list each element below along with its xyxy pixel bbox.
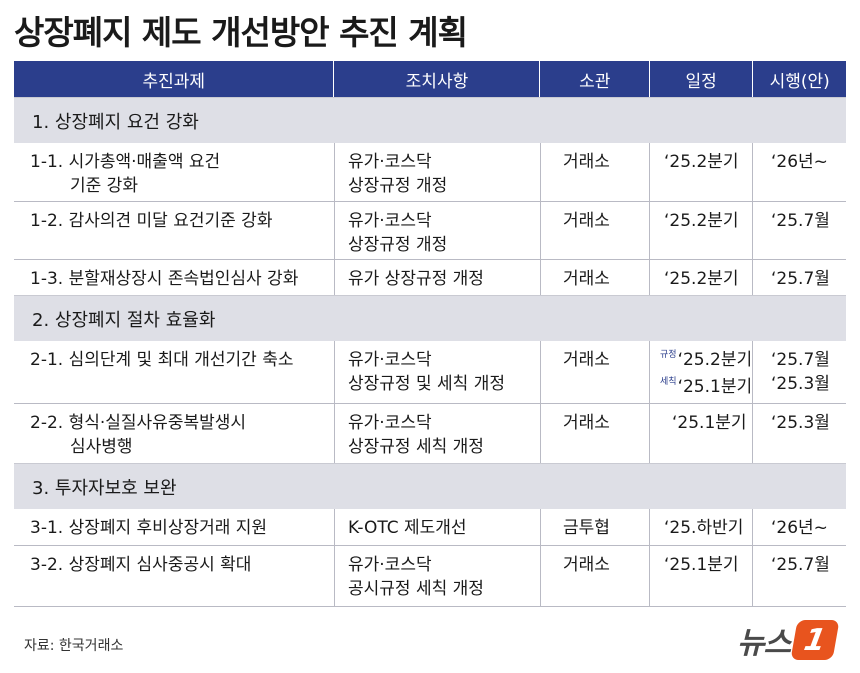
schedule-tag: 규정 <box>660 350 677 360</box>
section-header: 2. 상장폐지 절차 효율화 <box>14 295 846 341</box>
schedule-cell: ‘25.1분기 <box>650 546 753 606</box>
action-line: 상장규정 세칙 개정 <box>348 437 484 457</box>
action-cell: 유가·코스닥 상장규정 및 세칙 개정 <box>335 341 541 403</box>
action-cell: 유가·코스닥 공시규정 세칙 개정 <box>335 546 541 606</box>
schedule-value: ‘25.2분기 <box>677 350 753 370</box>
schedule-cell: ‘25.하반기 <box>650 509 753 545</box>
action-line: 유가·코스닥 <box>348 211 432 231</box>
task-cell: 1-2. 감사의견 미달 요건기준 강화 <box>14 202 335 259</box>
task-cell: 2-2. 형식·실질사유중복발생시 심사병행 <box>14 404 335 463</box>
schedule-value: ‘25.1분기 <box>677 377 753 397</box>
schedule-line: 세칙‘25.1분기 <box>660 375 753 402</box>
task-cell: 1-3. 분할재상장시 존속법인심사 강화 <box>14 260 335 295</box>
header-effective: 시행(안) <box>769 71 830 92</box>
source-note: 자료: 한국거래소 <box>24 638 124 654</box>
action-cell: K-OTC 제도개선 <box>335 509 541 545</box>
header-schedule: 일정 <box>650 61 754 97</box>
schedule-cell: ‘25.2분기 <box>650 260 753 295</box>
section-header: 1. 상장폐지 요건 강화 <box>14 97 846 143</box>
schedule-cell: ‘25.2분기 <box>650 202 753 259</box>
effective-cell: ‘25.7월 <box>771 211 830 231</box>
table-row: 2-2. 형식·실질사유중복발생시 심사병행 유가·코스닥 상장규정 세칙 개정… <box>14 403 846 463</box>
owner-cell: 거래소 <box>541 546 650 606</box>
action-line: 상장규정 개정 <box>348 235 448 255</box>
owner-cell: 거래소 <box>541 202 650 259</box>
header-owner: 소관 <box>540 61 650 97</box>
effective-cell: ‘25.7월 <box>771 555 830 575</box>
effective-cell: ‘25.7월 ‘25.3월 <box>753 341 846 403</box>
task-line: 2-2. 형식·실질사유중복발생시 <box>30 413 247 433</box>
table-row: 1-1. 시가총액·매출액 요건 기준 강화 유가·코스닥 상장규정 개정 거래… <box>14 143 846 201</box>
action-line: 상장규정 개정 <box>348 176 448 196</box>
table-row: 3-2. 상장폐지 심사중공시 확대 유가·코스닥 공시규정 세칙 개정 거래소… <box>14 545 846 607</box>
action-line: 유가·코스닥 <box>348 152 432 172</box>
section-header: 3. 투자자보호 보완 <box>14 463 846 509</box>
owner-cell: 거래소 <box>541 260 650 295</box>
logo-mark-number: 1 <box>801 622 829 658</box>
owner-cell: 금투협 <box>541 509 650 545</box>
task-cell: 3-2. 상장폐지 심사중공시 확대 <box>14 546 335 606</box>
schedule-tag: 세칙 <box>660 377 677 387</box>
action-cell: 유가·코스닥 상장규정 개정 <box>335 143 541 201</box>
news1-logo: 뉴스 1 <box>737 618 840 662</box>
task-cell: 3-1. 상장폐지 후비상장거래 지원 <box>14 509 335 545</box>
action-line: 유가·코스닥 <box>348 350 432 370</box>
task-line: 심사병행 <box>70 437 133 457</box>
schedule-cell: 규정‘25.2분기 세칙‘25.1분기 <box>650 341 753 403</box>
effective-cell: ‘26년~ <box>771 152 828 172</box>
table-row: 1-2. 감사의견 미달 요건기준 강화 유가·코스닥 상장규정 개정 거래소 … <box>14 201 846 259</box>
task-cell: 2-1. 심의단계 및 최대 개선기간 축소 <box>14 341 335 403</box>
table-header: 추진과제 조치사항 소관 일정 시행(안) <box>14 61 846 97</box>
header-task: 추진과제 <box>14 61 335 97</box>
logo-mark: 1 <box>790 620 840 660</box>
effective-cell: ‘26년~ <box>771 518 828 538</box>
schedule-cell: ‘25.2분기 <box>650 143 753 201</box>
action-cell: 유가 상장규정 개정 <box>335 260 541 295</box>
page-title: 상장폐지 제도 개선방안 추진 계획 <box>14 13 468 52</box>
schedule-line: 규정‘25.2분기 <box>660 348 753 375</box>
effective-cell: ‘25.3월 <box>771 413 830 433</box>
action-cell: 유가·코스닥 상장규정 세칙 개정 <box>335 404 541 463</box>
action-line: 공시규정 세칙 개정 <box>348 579 484 599</box>
plan-table: 추진과제 조치사항 소관 일정 시행(안) 1. 상장폐지 요건 강화 1-1.… <box>14 61 846 607</box>
owner-cell: 거래소 <box>541 404 650 463</box>
action-line: 상장규정 및 세칙 개정 <box>348 374 505 394</box>
logo-text: 뉴스 <box>737 626 791 661</box>
header-action: 조치사항 <box>334 61 541 97</box>
effective-line: ‘25.3월 <box>771 374 830 394</box>
table-row: 3-1. 상장폐지 후비상장거래 지원 K-OTC 제도개선 금투협 ‘25.하… <box>14 509 846 545</box>
owner-cell: 거래소 <box>541 341 650 403</box>
action-cell: 유가·코스닥 상장규정 개정 <box>335 202 541 259</box>
schedule-cell: ‘25.1분기 <box>650 404 753 463</box>
task-line: 1-1. 시가총액·매출액 요건 <box>30 152 221 172</box>
task-cell: 1-1. 시가총액·매출액 요건 기준 강화 <box>14 143 335 201</box>
effective-cell: ‘25.7월 <box>771 269 830 289</box>
owner-cell: 거래소 <box>541 143 650 201</box>
action-line: 유가·코스닥 <box>348 555 432 575</box>
task-line: 기준 강화 <box>70 176 138 196</box>
action-line: 유가·코스닥 <box>348 413 432 433</box>
effective-line: ‘25.7월 <box>771 350 830 370</box>
table-row: 2-1. 심의단계 및 최대 개선기간 축소 유가·코스닥 상장규정 및 세칙 … <box>14 341 846 403</box>
table-row: 1-3. 분할재상장시 존속법인심사 강화 유가 상장규정 개정 거래소 ‘25… <box>14 259 846 295</box>
